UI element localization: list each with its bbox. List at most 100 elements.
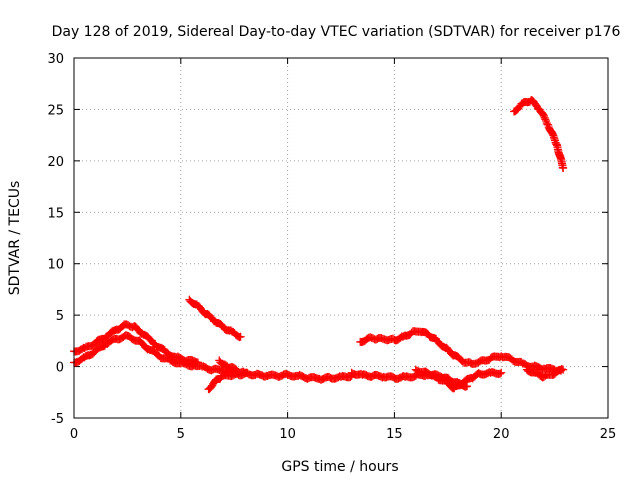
data-point bbox=[539, 372, 548, 381]
data-point bbox=[441, 344, 450, 353]
x-tick-label: 5 bbox=[177, 427, 185, 442]
data-point bbox=[407, 328, 416, 337]
data-point bbox=[467, 359, 476, 368]
y-tick-label: 5 bbox=[56, 309, 64, 324]
data-point bbox=[559, 164, 568, 173]
data-point bbox=[390, 373, 399, 382]
data-point bbox=[486, 368, 495, 377]
axis-ticks: 0 5 10 15 20 25 -5 0 5 10 15 20 25 30 bbox=[47, 52, 616, 442]
data-point bbox=[215, 356, 224, 365]
data-point bbox=[234, 370, 243, 379]
series-track-3 bbox=[185, 295, 245, 342]
data-point bbox=[507, 355, 516, 364]
data-point bbox=[121, 320, 130, 329]
data-point bbox=[210, 317, 219, 326]
data-point bbox=[539, 364, 548, 373]
data-point bbox=[80, 353, 89, 362]
data-point bbox=[518, 359, 527, 368]
data-point bbox=[458, 357, 467, 366]
series-track-2 bbox=[70, 331, 198, 371]
data-point bbox=[373, 334, 382, 343]
data-point bbox=[428, 370, 437, 379]
data-point bbox=[187, 359, 196, 368]
data-point bbox=[262, 371, 271, 380]
data-points bbox=[70, 96, 568, 394]
data-point bbox=[552, 140, 561, 149]
data-point bbox=[155, 352, 164, 361]
plot-frame bbox=[73, 57, 609, 419]
y-tick-label: 0 bbox=[56, 361, 64, 376]
data-point bbox=[210, 376, 219, 385]
data-point bbox=[208, 365, 217, 374]
data-point bbox=[193, 301, 202, 310]
data-point bbox=[527, 96, 536, 105]
data-point bbox=[401, 372, 410, 381]
x-tick-label: 20 bbox=[493, 427, 510, 442]
data-point bbox=[283, 370, 292, 379]
data-point bbox=[424, 330, 433, 339]
data-point bbox=[358, 370, 367, 379]
data-point bbox=[510, 107, 519, 116]
data-point-fill bbox=[539, 111, 548, 120]
x-tick-label: 0 bbox=[70, 427, 78, 442]
data-point bbox=[497, 352, 506, 361]
data-point bbox=[398, 332, 407, 341]
data-point bbox=[129, 322, 138, 331]
data-point bbox=[522, 365, 531, 374]
data-point bbox=[219, 360, 228, 369]
data-point-fill bbox=[495, 369, 504, 378]
data-point bbox=[544, 120, 553, 129]
data-point-fill bbox=[541, 115, 550, 124]
data-point bbox=[80, 344, 89, 353]
y-tick-label: -5 bbox=[51, 412, 64, 427]
data-point bbox=[531, 368, 540, 377]
data-point bbox=[138, 329, 147, 338]
data-point bbox=[236, 332, 245, 341]
series-track-8 bbox=[411, 365, 472, 391]
data-point bbox=[232, 365, 241, 374]
data-point-fill bbox=[542, 119, 551, 128]
data-point bbox=[243, 368, 252, 377]
data-point bbox=[225, 371, 234, 380]
data-point bbox=[123, 331, 132, 340]
data-point bbox=[467, 373, 476, 382]
data-point bbox=[251, 370, 260, 379]
x-tick-label: 10 bbox=[279, 427, 296, 442]
data-point bbox=[390, 335, 399, 344]
data-point bbox=[204, 385, 213, 394]
series-track-9 bbox=[356, 327, 476, 368]
series-track-11 bbox=[510, 96, 568, 173]
data-point bbox=[416, 327, 425, 336]
y-tick-label: 30 bbox=[47, 52, 64, 67]
data-point bbox=[356, 337, 365, 346]
y-axis-label: SDTVAR / TECUs bbox=[7, 181, 23, 296]
data-point bbox=[185, 295, 194, 304]
data-point bbox=[450, 351, 459, 360]
series-track-12 bbox=[522, 365, 566, 382]
data-point-fill bbox=[231, 364, 240, 373]
data-point bbox=[294, 371, 303, 380]
data-point bbox=[486, 354, 495, 363]
data-point bbox=[228, 327, 237, 336]
data-point bbox=[437, 372, 446, 381]
series-track-6 bbox=[215, 356, 241, 374]
y-tick-label: 15 bbox=[47, 206, 64, 221]
data-point bbox=[112, 325, 121, 334]
y-tick-label: 10 bbox=[47, 258, 64, 273]
data-point bbox=[166, 356, 175, 365]
data-point bbox=[326, 373, 335, 382]
series-track-5 bbox=[204, 368, 252, 394]
data-point bbox=[445, 375, 454, 384]
data-point bbox=[272, 371, 281, 380]
data-point bbox=[364, 333, 373, 342]
data-point bbox=[134, 336, 143, 345]
data-point bbox=[433, 336, 442, 345]
data-point bbox=[144, 345, 153, 354]
data-point bbox=[202, 310, 211, 319]
data-point-fill bbox=[461, 382, 470, 391]
data-point bbox=[217, 372, 226, 381]
data-point bbox=[91, 338, 100, 347]
chart-title: Day 128 of 2019, Sidereal Day-to-day VTE… bbox=[52, 24, 621, 40]
